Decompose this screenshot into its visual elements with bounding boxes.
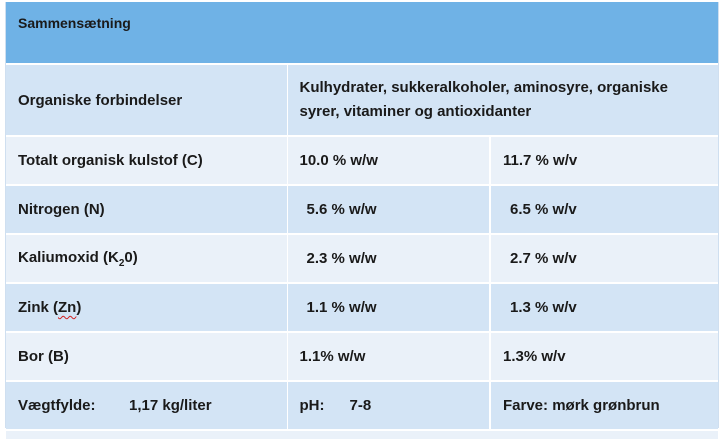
row-label: Totalt organisk kulstof (C)	[6, 135, 287, 185]
label-part: 0)	[124, 248, 138, 266]
value-ww: 1.1% w/w	[286, 331, 490, 381]
spellcheck-word: Zn	[58, 299, 77, 316]
ph-label: pH:	[299, 397, 325, 414]
label-subscript: 2	[118, 257, 125, 269]
density-value: 1,17 kg/liter	[129, 397, 212, 414]
value-ww: 10.0 % w/w	[286, 135, 490, 185]
color-cell: Farve: mørk grønbrun	[488, 380, 719, 430]
value-wv: 6.5 % w/v	[488, 184, 719, 234]
table-row-properties: Vægtfylde: 1,17 kg/liter pH: 7-8 Farve: mø…	[6, 380, 719, 430]
ph-value: 7-8	[349, 397, 372, 414]
table-row-zinc: Zink (Zn) 1.1 % w/w 1.3 % w/v	[6, 282, 719, 332]
value-wv: 1.3% w/v	[488, 331, 719, 381]
table-row-organic-compounds: Organiske forbindelser Kulhydrater, sukk…	[6, 63, 719, 136]
empty-cell	[6, 429, 719, 439]
label-part: Zink (	[18, 299, 58, 316]
value-wv: 2.7 % w/v	[488, 233, 719, 283]
row-label: Bor (B)	[6, 331, 287, 381]
composition-grid: Sammensætning Organiske forbindelser Kul…	[6, 2, 719, 439]
density-cell: Vægtfylde: 1,17 kg/liter	[6, 380, 287, 430]
table-title: Sammensætning	[6, 2, 719, 64]
label-part: Kaliumoxid (K	[18, 248, 119, 266]
table-row-boron: Bor (B) 1.1% w/w 1.3% w/v	[6, 331, 719, 381]
value-ww: 1.1 % w/w	[286, 282, 490, 332]
label-part: )	[76, 299, 82, 316]
row-label: Kaliumoxid (K20)	[6, 233, 287, 283]
table-row-total-organic-carbon: Totalt organisk kulstof (C) 10.0 % w/w 1…	[6, 135, 719, 185]
ph-cell: pH: 7-8	[286, 380, 490, 430]
table-row-nitrogen: Nitrogen (N) 5.6 % w/w 6.5 % w/v	[6, 184, 719, 234]
composition-table: Sammensætning Organiske forbindelser Kul…	[5, 2, 719, 439]
value-ww: 2.3 % w/w	[286, 233, 490, 283]
table-row-potassium-oxide: Kaliumoxid (K20) 2.3 % w/w 2.7 % w/v	[6, 233, 719, 283]
row-label: Zink (Zn)	[6, 282, 287, 332]
table-header-row: Sammensætning	[6, 2, 719, 64]
value-wv: 11.7 % w/v	[488, 135, 719, 185]
table-row-empty	[6, 429, 719, 439]
row-label: Organiske forbindelser	[6, 63, 287, 136]
value-ww: 5.6 % w/w	[286, 184, 490, 234]
row-value: Kulhydrater, sukkeralkoholer, aminosyre,…	[286, 63, 719, 136]
value-wv: 1.3 % w/v	[488, 282, 719, 332]
row-label: Nitrogen (N)	[6, 184, 287, 234]
density-label: Vægtfylde:	[18, 397, 96, 414]
